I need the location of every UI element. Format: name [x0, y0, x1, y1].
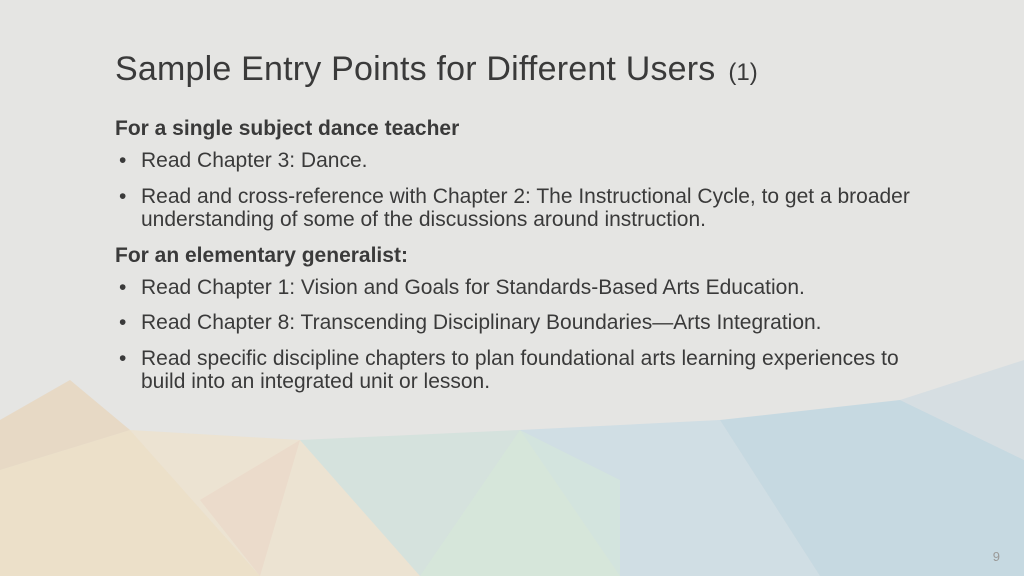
section-1: For an elementary generalist: Read Chapt…	[115, 244, 929, 394]
list-item: Read specific discipline chapters to pla…	[115, 347, 929, 394]
list-item: Read Chapter 8: Transcending Disciplinar…	[115, 311, 929, 335]
slide-title: Sample Entry Points for Different Users …	[115, 50, 929, 89]
slide-content: Sample Entry Points for Different Users …	[0, 0, 1024, 394]
bullet-list: Read Chapter 3: Dance. Read and cross-re…	[115, 149, 929, 232]
list-item: Read Chapter 3: Dance.	[115, 149, 929, 173]
section-0: For a single subject dance teacher Read …	[115, 117, 929, 232]
bullet-list: Read Chapter 1: Vision and Goals for Sta…	[115, 276, 929, 394]
list-item: Read Chapter 1: Vision and Goals for Sta…	[115, 276, 929, 300]
section-heading: For a single subject dance teacher	[115, 117, 929, 141]
list-item: Read and cross-reference with Chapter 2:…	[115, 185, 929, 232]
title-suffix: (1)	[728, 59, 757, 86]
page-number: 9	[993, 549, 1000, 564]
section-heading: For an elementary generalist:	[115, 244, 929, 268]
title-main: Sample Entry Points for Different Users	[115, 50, 716, 88]
